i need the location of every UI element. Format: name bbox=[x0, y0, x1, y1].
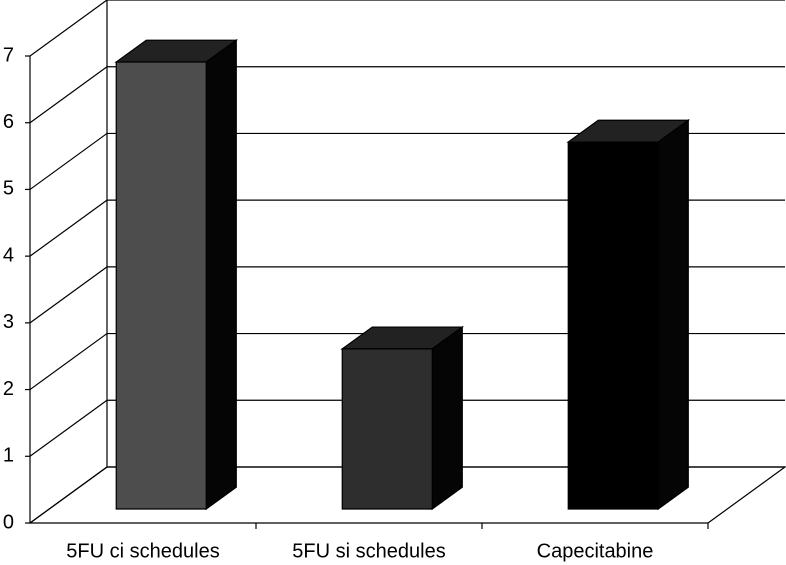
y-tick-label: 4 bbox=[3, 244, 14, 266]
y-tick-label: 2 bbox=[3, 378, 14, 400]
bar bbox=[340, 325, 465, 511]
bar bbox=[566, 119, 691, 511]
grid-line bbox=[29, 0, 108, 57]
y-tick-label: 3 bbox=[3, 311, 14, 333]
y-tick-label: 6 bbox=[3, 111, 14, 133]
y-tick-label: 1 bbox=[3, 445, 14, 467]
bar-side bbox=[205, 38, 237, 511]
grid-line bbox=[29, 399, 108, 457]
grid-line bbox=[29, 199, 108, 257]
bar-side bbox=[657, 119, 689, 511]
grid-line bbox=[29, 333, 108, 391]
x-tick-label: Capecitabine bbox=[537, 540, 654, 562]
y-tick-label: 5 bbox=[3, 178, 14, 200]
y-tick-label: 7 bbox=[3, 44, 14, 66]
grid-line bbox=[29, 466, 108, 524]
bar-front bbox=[341, 348, 433, 510]
grid-line bbox=[29, 132, 108, 190]
grid-line bbox=[29, 266, 108, 324]
y-tick-label: 0 bbox=[3, 511, 14, 533]
grid-line bbox=[29, 66, 108, 124]
bar-side bbox=[431, 325, 463, 511]
bar-front bbox=[115, 61, 207, 510]
bar-front bbox=[567, 141, 659, 510]
x-tick-label: 5FU si schedules bbox=[292, 540, 445, 562]
bar bbox=[114, 38, 239, 511]
x-tick-label: 5FU ci schedules bbox=[66, 540, 219, 562]
